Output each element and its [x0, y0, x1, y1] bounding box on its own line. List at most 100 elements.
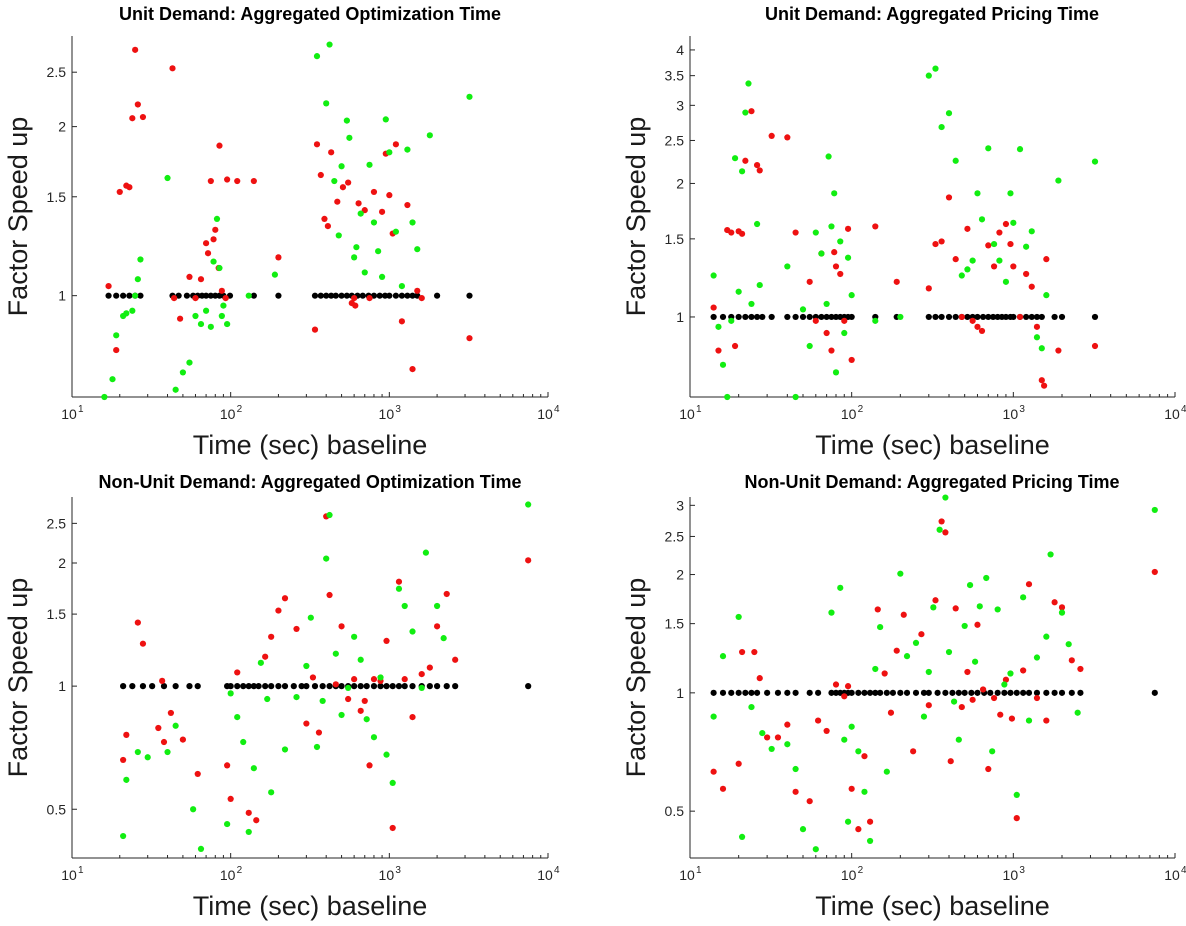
data-point-green [1013, 791, 1020, 798]
data-point-black [710, 689, 717, 696]
data-point-red [735, 760, 742, 767]
data-point-black [815, 689, 822, 696]
data-point-black [183, 292, 191, 299]
data-point-red [204, 250, 212, 257]
data-point-red [1016, 313, 1024, 321]
y-tick-label: 1.5 [665, 231, 685, 247]
data-point-red [1058, 604, 1066, 611]
data-point-red [774, 734, 782, 741]
data-point-green [172, 722, 179, 729]
data-point-red [910, 748, 917, 755]
data-point-green [418, 684, 425, 692]
data-point-black [1002, 313, 1010, 321]
data-point-green [897, 570, 904, 577]
data-point-red [281, 595, 289, 602]
data-point-green [955, 736, 962, 743]
data-point-black [395, 683, 403, 690]
data-point-red [844, 683, 852, 690]
data-point-green [164, 174, 171, 182]
data-point-green [345, 684, 352, 692]
data-point-red [832, 681, 840, 688]
data-point-green [370, 219, 378, 226]
data-point-red [952, 256, 959, 263]
data-point-red [893, 278, 900, 285]
data-point-green [216, 264, 223, 272]
data-point-red [392, 141, 400, 148]
data-point-green [190, 806, 197, 813]
data-point-black [1028, 313, 1035, 321]
data-point-green [363, 716, 370, 723]
data-point-black [377, 683, 384, 690]
data-point-black [1038, 313, 1045, 321]
data-point-black [784, 689, 791, 696]
data-point-red [990, 263, 998, 270]
x-tick-exponent: 3 [1019, 865, 1025, 876]
data-point-red [764, 734, 771, 741]
y-tick-label: 1 [58, 678, 66, 694]
data-point-green [989, 748, 996, 755]
data-point-red [806, 278, 813, 285]
data-point-green [831, 190, 838, 197]
data-point-black [1077, 689, 1084, 696]
data-point-black [938, 313, 945, 321]
x-tick-label: 10 [1003, 406, 1019, 422]
data-point-black [872, 689, 879, 696]
data-point-green [346, 134, 353, 141]
x-tick-label: 10 [679, 867, 695, 883]
data-point-green [240, 738, 247, 746]
x-tick-label: 10 [679, 406, 695, 422]
data-point-red [1013, 815, 1020, 822]
data-point-green [1074, 709, 1081, 716]
data-point-green [961, 622, 968, 630]
data-point-red [1068, 657, 1075, 664]
data-point-green [994, 606, 1001, 613]
data-point-green [343, 117, 350, 124]
data-point-black [994, 313, 1001, 321]
data-point-green [950, 698, 958, 705]
data-point-black [250, 683, 257, 690]
data-point-red [872, 223, 879, 230]
data-point-green [389, 779, 396, 786]
data-point-black [392, 292, 400, 299]
data-point-red [345, 695, 352, 703]
data-point-black [398, 292, 405, 299]
data-point-green [966, 581, 974, 589]
data-point-black [955, 689, 962, 696]
data-point-black [317, 292, 324, 299]
data-point-green [268, 789, 275, 796]
x-tick-label: 10 [841, 867, 857, 883]
data-point-red [352, 302, 359, 309]
data-point-red [123, 731, 130, 738]
data-point-black [426, 683, 433, 690]
data-point-red [958, 313, 965, 321]
data-point-black [968, 689, 975, 696]
data-point-black [234, 683, 241, 690]
data-point-green [101, 393, 108, 401]
data-point-black [202, 292, 210, 299]
data-point-red [234, 177, 241, 185]
data-point-red [1020, 667, 1027, 674]
data-point-black [126, 292, 133, 299]
data-point-black [912, 689, 920, 696]
data-point-red [139, 113, 147, 121]
data-point-red [1043, 717, 1050, 724]
data-point-red [311, 326, 319, 333]
data-point-red [351, 295, 358, 302]
data-point-green [307, 614, 314, 621]
data-point-black [990, 313, 997, 321]
data-point-black [1001, 689, 1008, 696]
data-point-red [710, 304, 717, 311]
data-point-green [719, 653, 727, 660]
data-point-green [210, 258, 217, 265]
data-point-red [837, 270, 844, 278]
data-point-green [123, 776, 130, 783]
data-point-black [920, 689, 928, 696]
data-point-green [353, 244, 360, 251]
data-point-green [818, 250, 825, 257]
data-point-red [418, 295, 425, 302]
data-point-green [338, 163, 345, 170]
data-point-black [748, 313, 755, 321]
data-point-red [978, 327, 986, 335]
data-point-red [120, 756, 127, 764]
